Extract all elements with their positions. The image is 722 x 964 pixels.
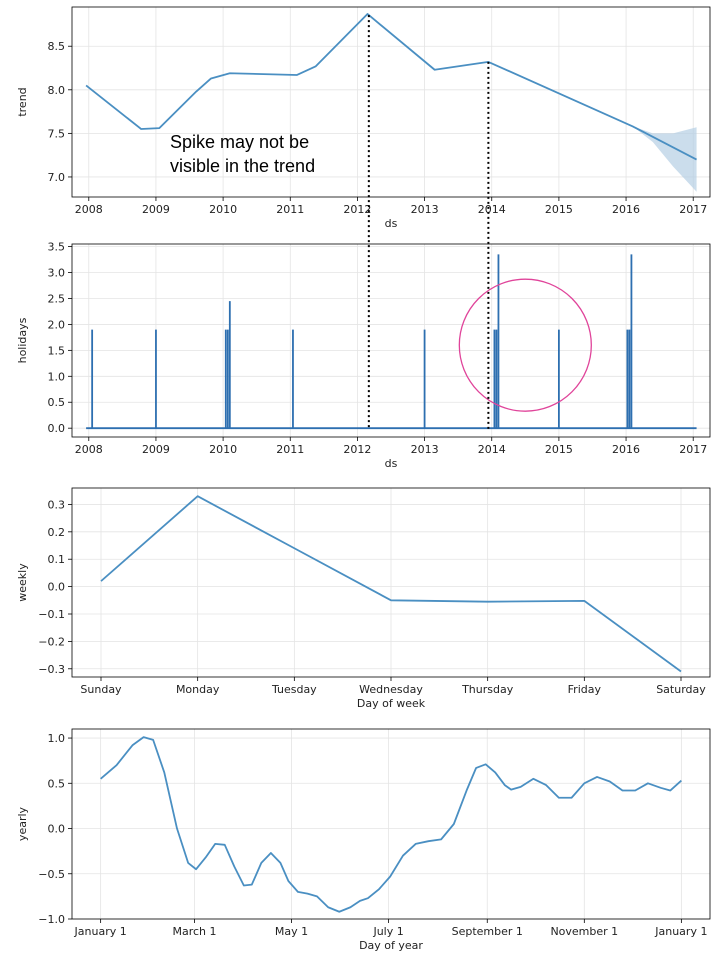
y-axis-label: trend (16, 87, 29, 116)
x-axis-label: ds (385, 457, 398, 470)
annotation-line: Spike may not be (170, 132, 309, 152)
x-tick-label: Tuesday (271, 683, 317, 696)
y-tick-label: 0.2 (48, 526, 66, 539)
trend-annotation: Spike may not be visible in the trend (170, 132, 315, 176)
x-tick-label: May 1 (275, 925, 308, 938)
x-tick-label: 2014 (478, 443, 506, 456)
y-tick-label: 3.0 (48, 267, 66, 280)
x-tick-label: 2014 (478, 203, 506, 216)
x-tick-label: 2010 (209, 203, 237, 216)
series-line (100, 736, 682, 913)
y-tick-label: 1.5 (48, 344, 66, 357)
y-tick-label: 7.5 (48, 127, 66, 140)
y-tick-label: 8.0 (48, 84, 66, 97)
y-tick-label: 0.5 (48, 777, 66, 790)
y-tick-label: 7.0 (48, 171, 66, 184)
x-tick-label: January 1 (74, 925, 127, 938)
y-tick-label: −0.1 (38, 608, 65, 621)
y-tick-label: 0.0 (48, 581, 66, 594)
x-tick-label: Friday (568, 683, 602, 696)
x-tick-label: 2015 (545, 443, 573, 456)
x-tick-label: 2017 (679, 203, 707, 216)
highlight-circle (458, 278, 592, 412)
marker-lines (367, 15, 490, 429)
x-tick-label: Wednesday (359, 683, 423, 696)
x-tick-label: 2012 (343, 443, 371, 456)
x-tick-label: January 1 (654, 925, 707, 938)
x-axis-label: Day of year (359, 939, 423, 952)
x-axis-label: Day of week (357, 697, 426, 710)
y-tick-label: 8.5 (48, 40, 66, 53)
y-tick-label: 1.0 (48, 370, 66, 383)
y-axis-label: weekly (16, 563, 29, 602)
y-tick-label: −0.5 (38, 868, 65, 881)
x-tick-label: Monday (176, 683, 220, 696)
axes-frame (71, 728, 711, 920)
x-tick-label: 2013 (411, 203, 439, 216)
x-tick-label: 2013 (411, 443, 439, 456)
x-tick-label: March 1 (172, 925, 216, 938)
x-tick-label: Sunday (80, 683, 122, 696)
x-tick-label: 2009 (142, 203, 170, 216)
y-tick-label: 1.0 (48, 732, 66, 745)
x-tick-label: 2016 (612, 443, 640, 456)
x-tick-label: Saturday (656, 683, 706, 696)
x-tick-label: 2015 (545, 203, 573, 216)
x-tick-label: July 1 (372, 925, 403, 938)
x-tick-label: 2016 (612, 203, 640, 216)
y-tick-label: 0.3 (48, 498, 66, 511)
x-tick-label: 2012 (343, 203, 371, 216)
x-tick-label: 2008 (75, 443, 103, 456)
y-tick-label: −0.2 (38, 635, 65, 648)
y-tick-label: 0.0 (48, 823, 66, 836)
y-tick-label: −1.0 (38, 913, 65, 926)
axes-frame (71, 6, 711, 198)
x-axis-label: ds (385, 217, 398, 230)
y-tick-label: 0.0 (48, 422, 66, 435)
x-tick-label: Thursday (461, 683, 514, 696)
yearly-panel: January 1 March 1 May 1 July 1 September 1 No… (16, 728, 711, 952)
y-tick-label: 2.5 (48, 292, 66, 305)
x-tick-label: 2017 (679, 443, 707, 456)
x-tick-label: November 1 (550, 925, 618, 938)
uncertainty-band (632, 126, 697, 192)
y-axis-label: yearly (16, 806, 29, 841)
x-tick-label: September 1 (452, 925, 523, 938)
series-line (100, 495, 682, 673)
holidays-panel: 2008 2009 2010 2011 2012 2013 2014 2015 2016 2017… (16, 241, 711, 470)
y-axis-label: holidays (16, 317, 29, 363)
x-tick-label: 2011 (276, 203, 304, 216)
axes-frame (71, 243, 711, 438)
weekly-panel: Sunday Monday Tuesday Wednesday Thursday Frid… (16, 487, 711, 710)
annotation-line: visible in the trend (170, 156, 315, 176)
y-tick-label: 0.5 (48, 396, 66, 409)
x-tick-label: 2008 (75, 203, 103, 216)
y-tick-label: −0.3 (38, 663, 65, 676)
trend-panel: 2008 2009 2010 2011 2012 2013 2014 2015 2016 2017… (16, 6, 711, 230)
x-tick-label: 2010 (209, 443, 237, 456)
x-tick-label: 2009 (142, 443, 170, 456)
y-tick-label: 3.5 (48, 241, 66, 254)
x-tick-label: 2011 (276, 443, 304, 456)
y-tick-label: 0.1 (48, 553, 66, 566)
y-tick-label: 2.0 (48, 318, 66, 331)
